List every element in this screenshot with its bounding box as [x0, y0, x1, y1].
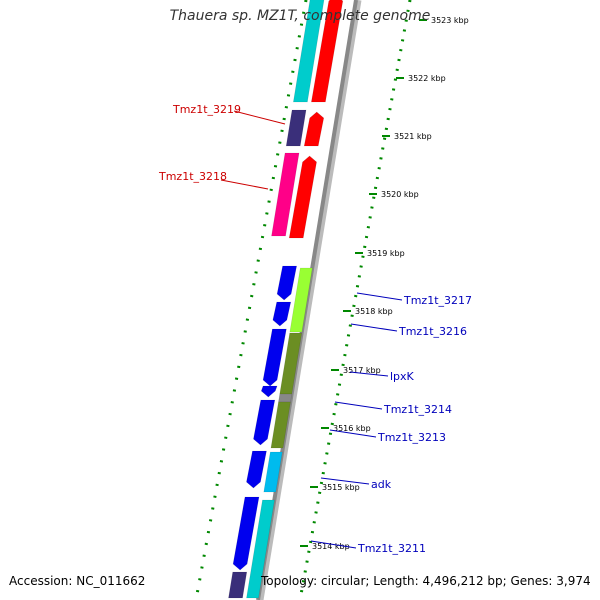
- map-title: Thauera sp. MZ1T, complete genome: [169, 8, 431, 24]
- gene-feature-cyan[interactable]: [263, 451, 283, 493]
- gene-label-leader: [334, 401, 383, 410]
- gene-label-adk[interactable]: adk: [371, 478, 392, 491]
- gene-feature-olive[interactable]: [270, 401, 291, 449]
- gene-feature-magenta[interactable]: [271, 152, 300, 237]
- accession-text: Accession: NC_011662: [9, 574, 146, 588]
- gene-label-leader: [350, 323, 398, 332]
- ruler-tick-label: 3523 kbp: [431, 16, 469, 25]
- topology-text: Topology: circular; Length: 4,496,212 bp…: [261, 574, 591, 588]
- gene-feature-forward[interactable]: [288, 155, 317, 239]
- gene-feature-navy[interactable]: [228, 571, 248, 599]
- gene-label-leader: [349, 371, 389, 377]
- gene-feature-reverse[interactable]: [262, 328, 287, 387]
- gene-feature-reverse[interactable]: [276, 265, 298, 301]
- gene-feature-gap[interactable]: [278, 393, 293, 403]
- ruler-tick-label: 3521 kbp: [394, 132, 432, 141]
- gene-feature-reverse[interactable]: [260, 385, 278, 398]
- gene-label-leader: [233, 110, 286, 125]
- gene-feature-reverse[interactable]: [253, 399, 276, 446]
- ruler-tick-label: 3520 kbp: [381, 190, 419, 199]
- gene-feature-reverse[interactable]: [246, 450, 267, 489]
- gene-label-tmz1t_3218[interactable]: Tmz1t_3218: [158, 170, 227, 183]
- gene-label-leader: [356, 292, 403, 301]
- gene-feature-forward[interactable]: [311, 0, 344, 103]
- gene-label-leader: [320, 477, 370, 485]
- ruler-tick-label: 3515 kbp: [322, 483, 360, 492]
- gene-label-tmz1t_3214[interactable]: Tmz1t_3214: [383, 403, 452, 416]
- gene-label-lpxk[interactable]: lpxK: [390, 370, 415, 383]
- gene-feature-reverse[interactable]: [232, 496, 260, 571]
- gene-label-leader: [310, 540, 357, 549]
- gene-label-tmz1t_3213[interactable]: Tmz1t_3213: [377, 431, 446, 444]
- gene-feature-navy[interactable]: [285, 109, 307, 147]
- gene-feature-lime[interactable]: [289, 267, 313, 333]
- ruler-tick-label: 3516 kbp: [333, 424, 371, 433]
- gene-label-tmz1t_3219[interactable]: Tmz1t_3219: [172, 103, 241, 116]
- ruler-tick-label: 3519 kbp: [367, 249, 405, 258]
- gene-label-leader: [220, 179, 269, 190]
- gene-feature-reverse[interactable]: [272, 301, 292, 327]
- gene-label-tmz1t_3216[interactable]: Tmz1t_3216: [398, 325, 467, 338]
- outer-ruler-dots: [298, 0, 412, 600]
- ruler-tick-label: 3522 kbp: [408, 74, 446, 83]
- ruler-tick-label: 3514 kbp: [312, 542, 350, 551]
- ruler-tick-label: 3518 kbp: [355, 307, 393, 316]
- gene-label-tmz1t_3211[interactable]: Tmz1t_3211: [357, 542, 426, 555]
- gene-label-leader: [329, 429, 377, 438]
- gene-feature-cyan[interactable]: [246, 499, 275, 599]
- gene-feature-cyan[interactable]: [293, 0, 325, 103]
- ruler-tick-label: 3517 kbp: [343, 366, 381, 375]
- gene-feature-forward[interactable]: [303, 111, 325, 147]
- gene-label-tmz1t_3217[interactable]: Tmz1t_3217: [403, 294, 472, 307]
